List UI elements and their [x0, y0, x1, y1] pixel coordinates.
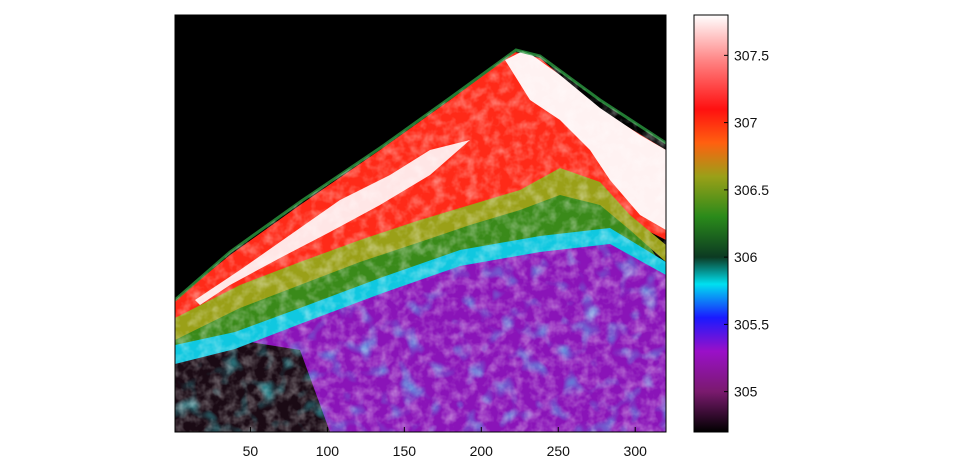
colorbar-fill — [694, 15, 728, 432]
sky-mask — [175, 15, 666, 298]
colorbar-ticks: 305 305.5 306 306.5 307 307.5 — [724, 47, 769, 400]
colorbar-tick-label: 306 — [734, 249, 758, 265]
speckle-texture — [175, 50, 666, 432]
plot-frame — [174, 14, 667, 433]
x-tick-label: 100 — [316, 443, 340, 459]
x-tick-label: 50 — [243, 443, 259, 459]
colorbar-tick-label: 305.5 — [734, 316, 769, 332]
colorbar-tick-label: 307 — [734, 115, 758, 131]
colorbar-tick-label: 307.5 — [734, 47, 769, 63]
colorbar-frame — [693, 14, 729, 433]
x-tick-label: 150 — [393, 443, 417, 459]
x-axis: 50 100 150 200 250 300 — [243, 427, 647, 459]
x-tick-label: 250 — [547, 443, 571, 459]
x-tick-label: 300 — [624, 443, 648, 459]
x-tick-label: 200 — [470, 443, 494, 459]
colorbar-tick-label: 305 — [734, 384, 758, 400]
colorbar: 305 305.5 306 306.5 307 307.5 — [693, 14, 769, 433]
heatmap-plot — [175, 15, 666, 432]
colorbar-tick-label: 306.5 — [734, 182, 769, 198]
